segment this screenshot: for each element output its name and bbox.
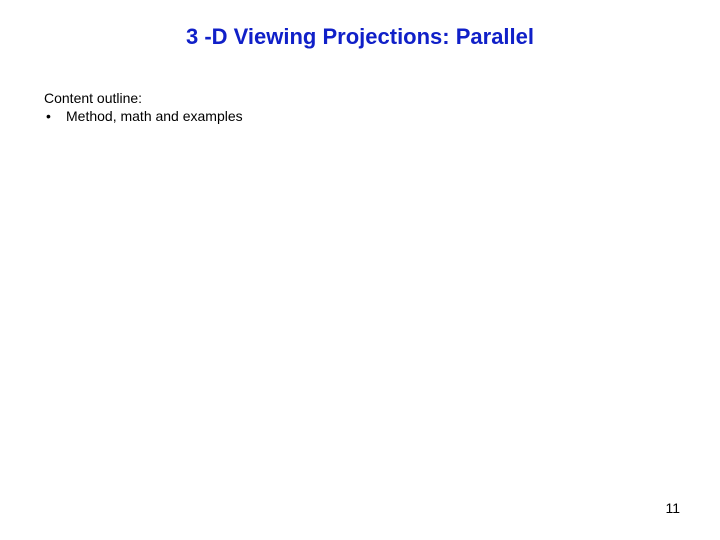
slide-title: 3 -D Viewing Projections: Parallel bbox=[0, 24, 720, 50]
bullet-icon: • bbox=[44, 108, 66, 124]
list-item-text: Method, math and examples bbox=[66, 108, 243, 124]
page-number: 11 bbox=[665, 500, 680, 516]
outline-heading: Content outline: bbox=[44, 90, 142, 106]
outline-list: • Method, math and examples bbox=[44, 108, 243, 124]
list-item: • Method, math and examples bbox=[44, 108, 243, 124]
